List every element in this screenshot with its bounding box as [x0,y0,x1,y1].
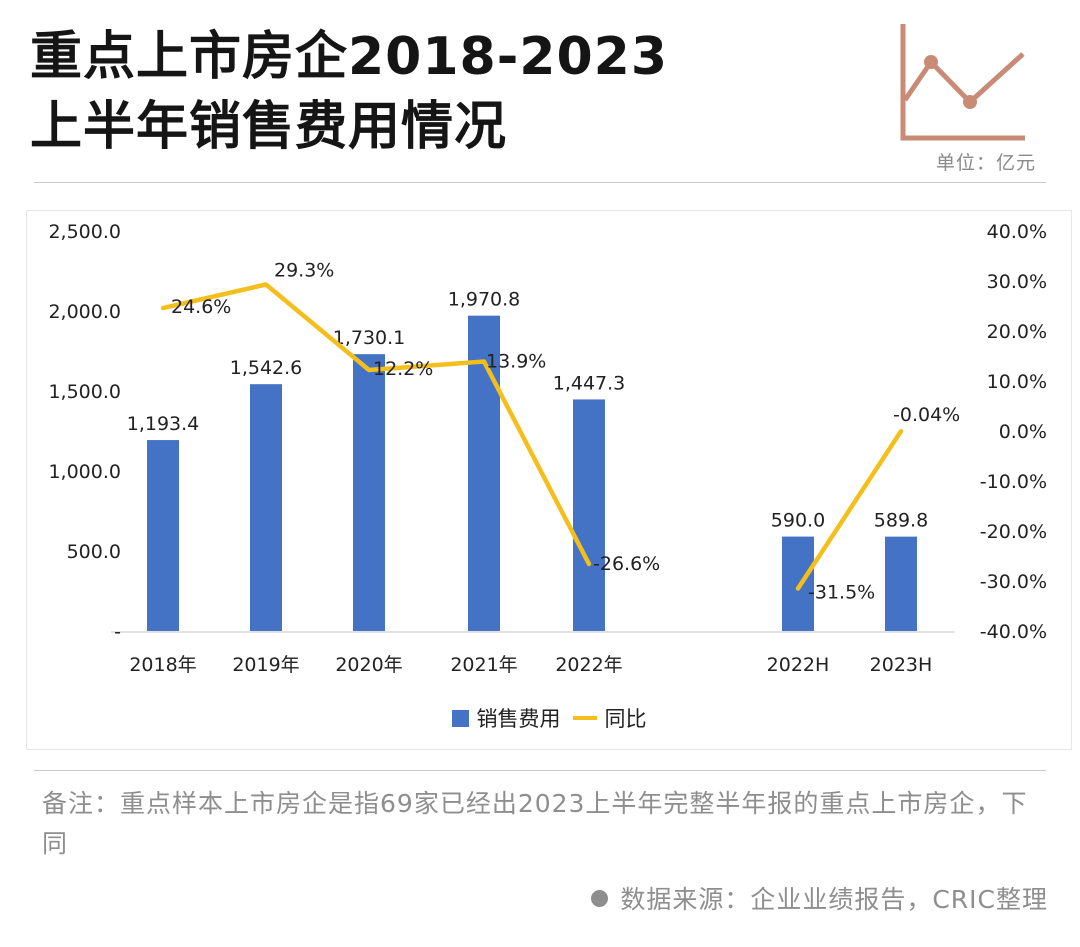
right-axis-tick-label: -20.0% [980,521,1047,543]
chart-legend: 销售费用 同比 [27,703,1071,733]
line-chart-logo-icon [900,24,1025,141]
x-tick-label: 2023H [870,654,933,676]
x-tick-label: 2018年 [129,654,196,676]
top-divider [34,182,1046,183]
left-axis-tick-label: 1,500.0 [48,381,121,403]
left-axis-tick-label: 2,000.0 [48,301,121,323]
bullet-dot-icon [591,889,609,907]
bar [147,440,179,631]
line-value-label: -0.04% [893,404,960,426]
right-axis-tick-label: -40.0% [980,621,1047,643]
bar-value-label: 589.8 [874,510,928,532]
title-line-2: 上半年销售费用情况 [30,97,508,157]
x-tick-label: 2022H [767,654,830,676]
line-value-label: -31.5% [808,582,875,604]
right-axis-tick-label: -10.0% [980,471,1047,493]
bar-value-label: 1,447.3 [553,372,626,394]
legend-item-line: 同比 [572,703,647,733]
bar [353,354,385,631]
bar-value-label: 590.0 [771,510,825,532]
bar-value-label: 1,970.8 [448,289,521,311]
x-tick-label: 2022年 [555,654,622,676]
bar [782,536,814,631]
right-axis-tick-label: 30.0% [987,271,1047,293]
footnote: 备注：重点样本上市房企是指69家已经出2023上半年完整半年报的重点上市房企，下… [42,789,1028,858]
chart-panel: - 500.0 1,000.0 1,500.0 2,000.0 2,500.0 -40.0%… [26,210,1072,750]
line-value-label: 12.2% [373,358,433,380]
line-value-label: 24.6% [171,296,231,318]
line-value-label: -26.6% [593,553,660,575]
left-axis-tick-label: 2,500.0 [48,221,121,243]
x-tick-label: 2021年 [450,654,517,676]
right-axis-tick-label: 40.0% [987,221,1047,243]
right-axis-tick-label: 10.0% [987,371,1047,393]
source-line: 数据来源：企业业绩报告，CRIC整理 [591,880,1048,916]
legend-line-swatch [572,716,597,720]
legend-bar-label: 销售费用 [476,707,561,731]
legend-item-bar: 销售费用 [451,703,561,733]
source-text: 数据来源：企业业绩报告，CRIC整理 [620,885,1048,914]
bar [250,384,282,631]
yoy-line-segment [795,428,904,591]
bar-value-label: 1,730.1 [333,327,406,349]
title-line-1: 重点上市房企2018-2023 [30,27,669,87]
right-axis-tick-label: -30.0% [980,571,1047,593]
bar [885,536,917,631]
left-axis-tick-label: - [114,621,121,643]
left-axis-tick-label: 1,000.0 [48,461,121,483]
x-tick-label: 2020年 [335,654,402,676]
bar [573,399,605,631]
unit-label: 单位：亿元 [935,152,1036,174]
legend-bar-swatch [451,709,469,727]
x-tick-label: 2019年 [232,654,299,676]
bottom-divider [34,770,1046,771]
combo-chart: - 500.0 1,000.0 1,500.0 2,000.0 2,500.0 -40.0%… [48,221,1047,676]
line-value-label: 29.3% [274,260,334,282]
legend-line-label: 同比 [604,707,647,731]
right-axis-tick-label: 20.0% [987,321,1047,343]
line-value-label: 13.9% [486,351,546,373]
bar-value-label: 1,193.4 [127,413,200,435]
page-title: 重点上市房企2018-2023 上半年销售费用情况 [30,22,668,162]
bar [468,315,500,631]
bar-value-label: 1,542.6 [230,357,303,379]
left-axis-tick-label: 500.0 [67,541,121,563]
yoy-line-segment [160,282,592,567]
right-axis-tick-label: 0.0% [999,421,1047,443]
